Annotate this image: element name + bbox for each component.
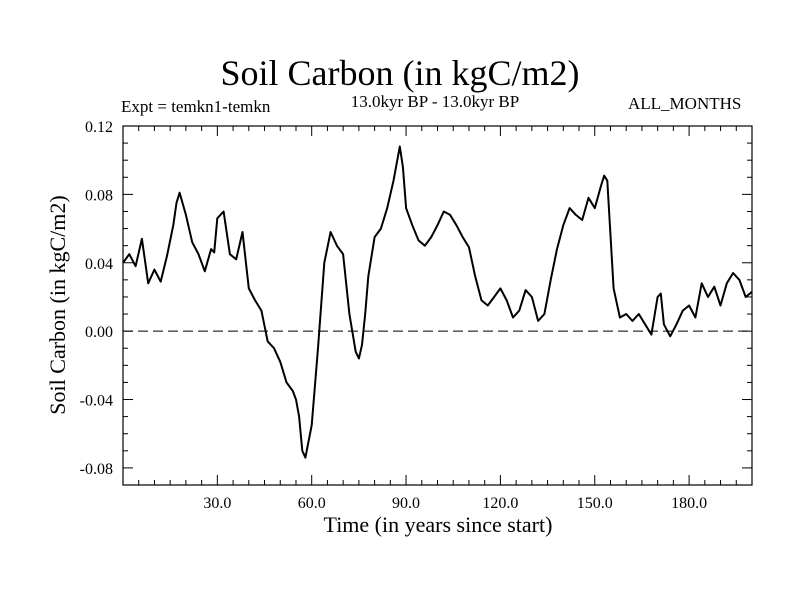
y-axis-label: Soil Carbon (in kgC/m2)	[45, 195, 70, 415]
y-tick-label: 0.12	[85, 119, 113, 136]
period-label: 13.0kyr BP - 13.0kyr BP	[350, 92, 520, 111]
x-tick-label: 180.0	[671, 495, 707, 512]
ticks-layer	[123, 125, 752, 486]
plot-frame	[122, 125, 753, 486]
x-tick-label: 30.0	[203, 495, 231, 512]
y-tick-label: -0.08	[80, 461, 113, 478]
chart-title: Soil Carbon (in kgC/m2)	[220, 53, 580, 93]
x-tick-label: 60.0	[298, 495, 326, 512]
y-tick-label: -0.04	[80, 393, 113, 410]
y-tick-label: 0.04	[85, 256, 113, 273]
x-tick-label: 90.0	[392, 495, 420, 512]
experiment-label: Expt = temkn1-temkn	[121, 97, 271, 116]
months-label: ALL_MONTHS	[628, 94, 742, 113]
x-axis-label: Time (in years since start)	[323, 512, 553, 537]
y-tick-label: 0.08	[85, 187, 113, 204]
tick-labels-layer: 30.0 60.0 90.0 120.0 150.0 180.0 -0.08 -0.04 0.0…	[80, 119, 707, 512]
x-tick-label: 150.0	[577, 495, 613, 512]
x-tick-label: 120.0	[482, 495, 518, 512]
series-line	[122, 145, 753, 459]
y-tick-label: 0.00	[85, 324, 113, 341]
